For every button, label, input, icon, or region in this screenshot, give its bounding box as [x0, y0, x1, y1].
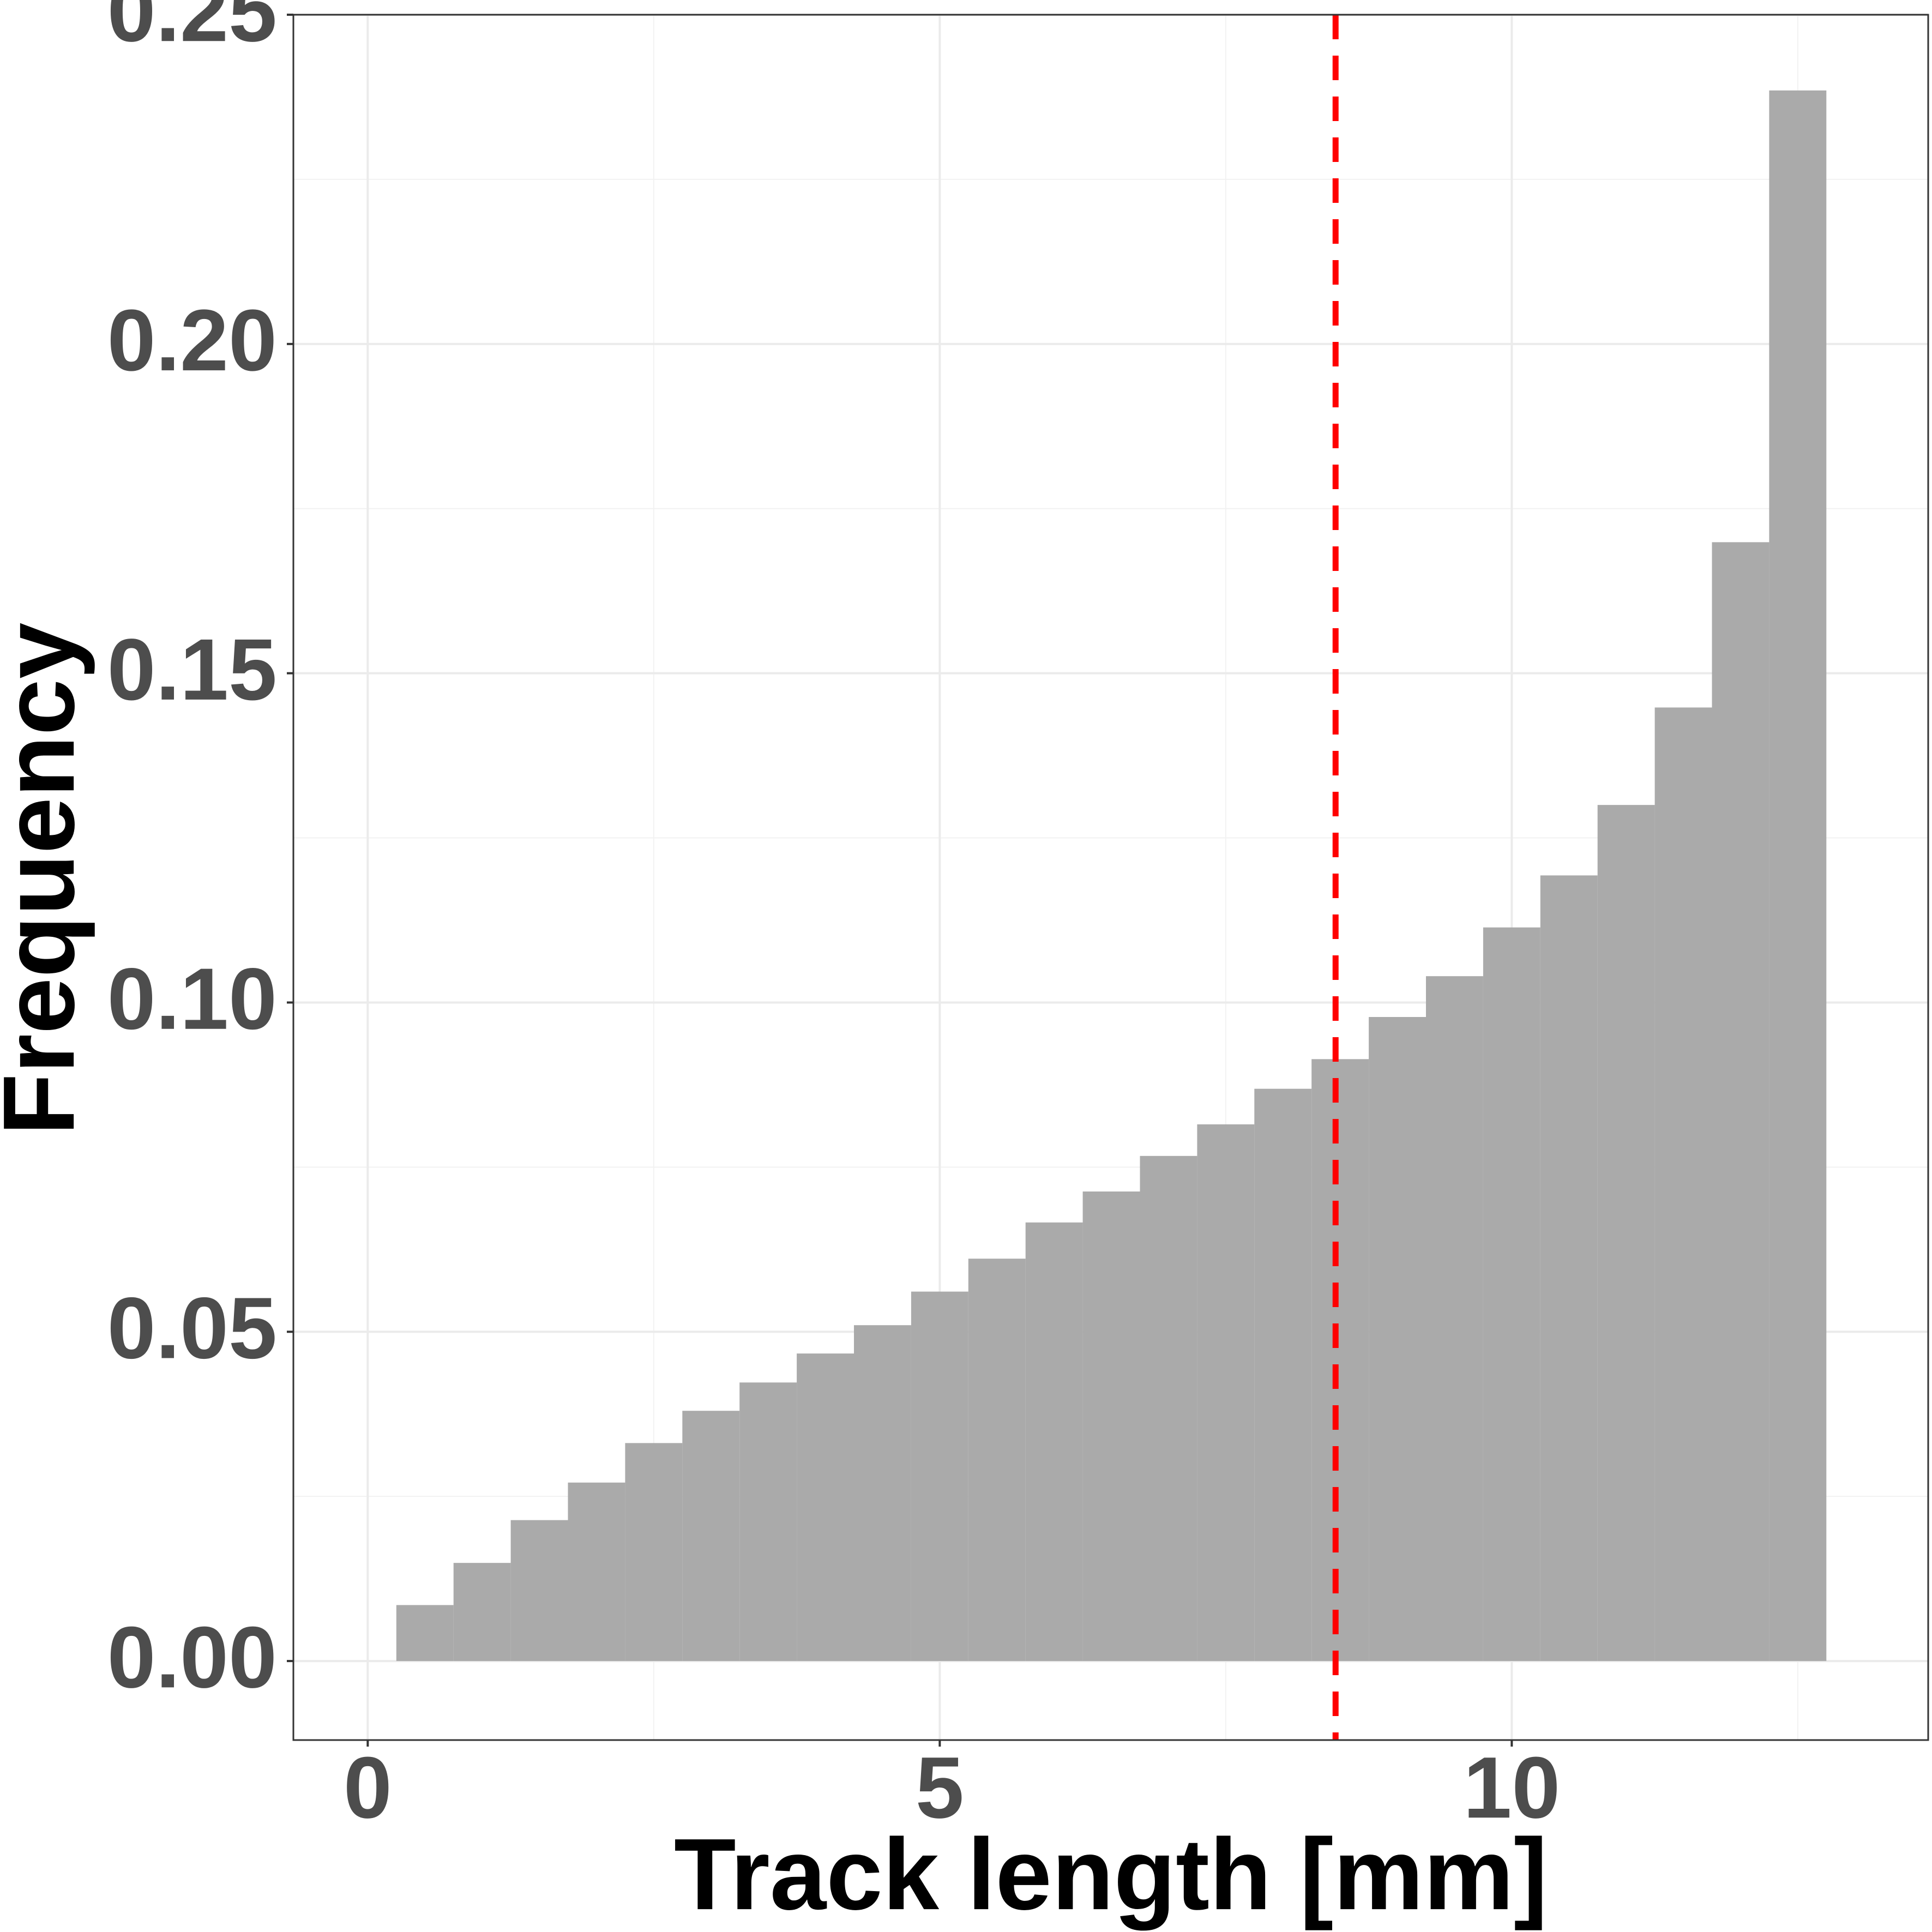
bar	[1254, 1088, 1312, 1662]
bar	[911, 1291, 968, 1662]
y-tick-label: 0.10	[107, 950, 277, 1048]
bar	[1712, 542, 1770, 1662]
y-axis-title: Frequency	[0, 623, 95, 1136]
bar	[739, 1382, 797, 1662]
y-tick-label: 0.25	[107, 0, 277, 59]
bar	[682, 1411, 740, 1662]
bar	[1769, 90, 1827, 1662]
bar	[1540, 875, 1598, 1662]
plot-border	[292, 14, 1929, 1741]
bar	[1597, 805, 1655, 1662]
bar	[453, 1563, 511, 1662]
bar	[1654, 707, 1712, 1662]
bar	[1197, 1124, 1255, 1662]
bar	[968, 1259, 1026, 1662]
bar	[625, 1443, 683, 1662]
bar	[797, 1353, 854, 1662]
y-tick-label: 0.20	[107, 291, 277, 389]
bar	[1483, 927, 1540, 1662]
x-axis-title: Track length [mm]	[674, 1818, 1548, 1931]
x-tick-label: 0	[344, 1738, 392, 1836]
x-tick-label: 10	[1463, 1738, 1560, 1836]
bar	[1311, 1059, 1369, 1662]
bar	[1082, 1191, 1140, 1662]
bar	[1140, 1155, 1197, 1662]
y-tick-label: 0.05	[107, 1279, 277, 1377]
bar	[1369, 1017, 1426, 1662]
bar	[854, 1325, 911, 1662]
bar	[568, 1482, 625, 1662]
y-tick-label: 0.15	[107, 621, 277, 718]
bar	[1025, 1222, 1083, 1662]
y-tick-label: 0.00	[107, 1608, 277, 1706]
bar	[1425, 976, 1483, 1662]
x-tick-label: 5	[916, 1738, 964, 1836]
bar	[510, 1520, 568, 1662]
bar	[396, 1605, 454, 1662]
